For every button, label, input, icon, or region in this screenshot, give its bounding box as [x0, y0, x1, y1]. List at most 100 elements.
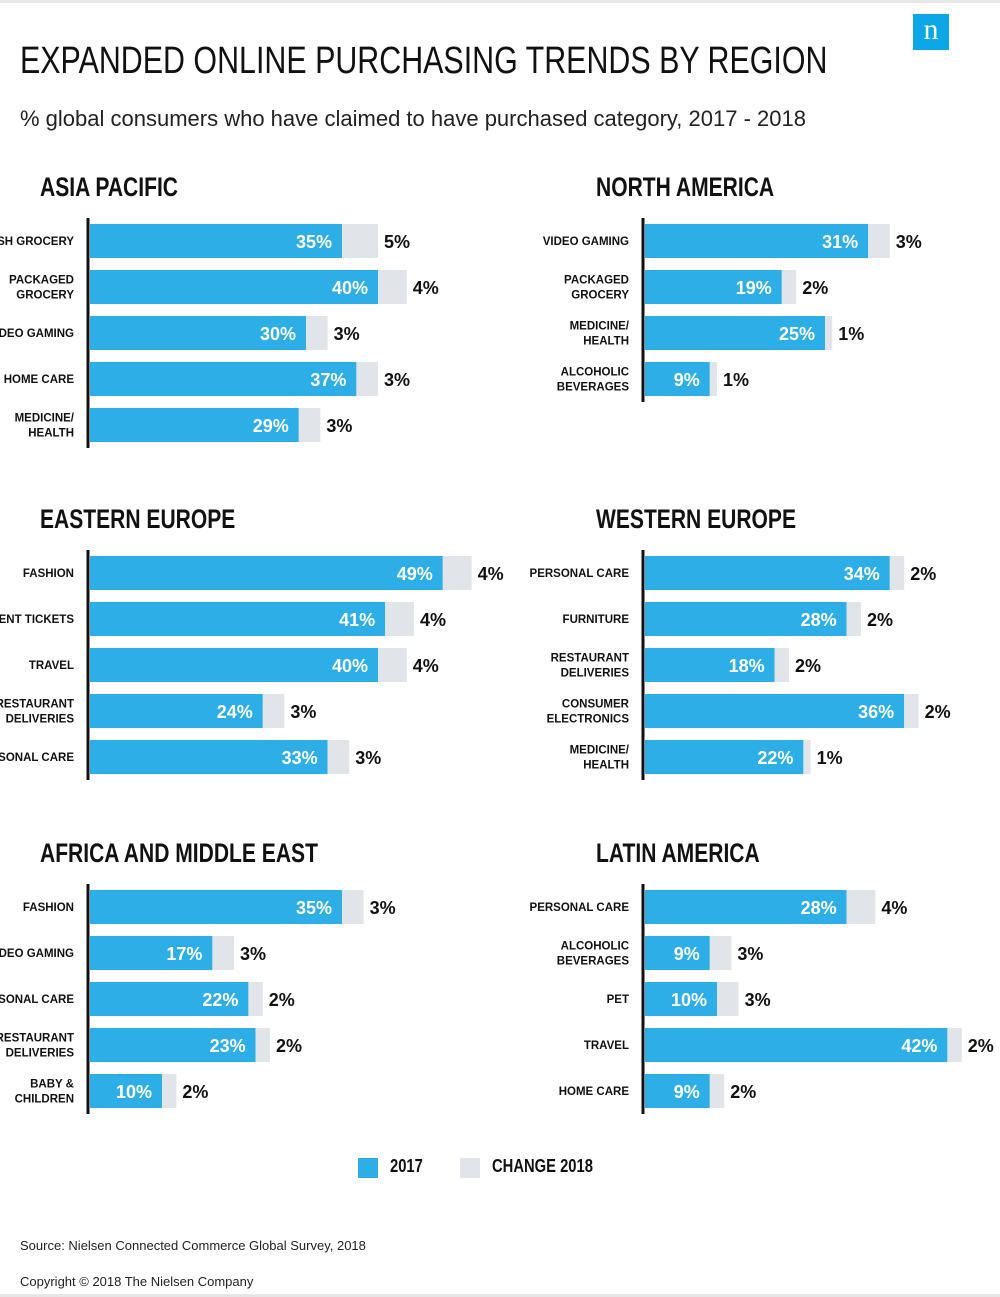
category-label: PERSONAL CARE	[0, 752, 74, 764]
value-label-2017: 10%	[671, 990, 707, 1010]
bar-2017	[645, 556, 890, 590]
bar-2017	[90, 936, 213, 970]
value-label-change-2018: 2%	[910, 564, 936, 584]
value-label-change-2018: 1%	[817, 748, 843, 768]
bar-2017	[645, 224, 869, 258]
legend-label-change-2018: CHANGE 2018	[492, 1156, 593, 1176]
bar-2017	[90, 648, 378, 682]
bar-2017	[645, 1028, 948, 1062]
bar-change-2018	[904, 694, 919, 728]
region-chart: EASTERN EUROPE 49% 4% FASHION 41% 4% EVENT TIC…	[0, 505, 504, 780]
category-label: PACKAGED GROCERY	[564, 275, 629, 302]
value-label-2017: 36%	[858, 702, 894, 722]
category-label: FURNITURE	[563, 614, 630, 626]
value-label-change-2018: 4%	[413, 278, 439, 298]
category-label: HOME CARE	[559, 1086, 630, 1098]
value-label-2017: 34%	[844, 564, 880, 584]
bar-change-2018	[212, 936, 234, 970]
value-label-2017: 25%	[779, 324, 815, 344]
value-label-change-2018: 4%	[413, 656, 439, 676]
category-label: FASHION	[23, 568, 74, 580]
category-label: EVENT TICKETS	[0, 614, 74, 626]
value-label-change-2018: 2%	[276, 1036, 302, 1056]
bar-change-2018	[709, 1074, 725, 1108]
value-label-2017: 28%	[801, 610, 837, 630]
bar-change-2018	[327, 740, 350, 774]
category-label: VIDEO GAMING	[0, 328, 74, 340]
category-label: VIDEO GAMING	[543, 236, 629, 248]
category-label: PERSONAL CARE	[0, 994, 74, 1006]
value-label-change-2018: 3%	[240, 944, 266, 964]
bar-2017	[645, 740, 804, 774]
region-chart: AFRICA AND MIDDLE EAST 35% 3% FASHION 17% 3% V…	[0, 839, 396, 1114]
bar-2017	[90, 362, 357, 396]
value-label-2017: 30%	[260, 324, 296, 344]
bar-change-2018	[378, 270, 407, 304]
value-label-2017: 40%	[332, 656, 368, 676]
region-title: EASTERN EUROPE	[40, 505, 235, 535]
bar-change-2018	[717, 982, 739, 1016]
value-label-change-2018: 2%	[182, 1082, 208, 1102]
region-title: WESTERN EUROPE	[596, 505, 796, 535]
page-title: EXPANDED ONLINE PURCHASING TRENDS BY REG…	[20, 40, 828, 82]
value-label-2017: 9%	[674, 1082, 700, 1102]
value-label-2017: 29%	[253, 416, 289, 436]
category-label: PACKAGED GROCERY	[9, 275, 74, 302]
bar-change-2018	[846, 890, 876, 924]
bottom-divider	[0, 1294, 1000, 1297]
value-label-2017: 31%	[822, 232, 858, 252]
source-note: Source: Nielsen Connected Commerce Globa…	[20, 1238, 366, 1253]
value-label-2017: 9%	[674, 944, 700, 964]
category-label: TRAVEL	[29, 660, 74, 672]
category-label: BABY & CHILDREN	[15, 1079, 74, 1106]
bar-2017	[645, 316, 825, 350]
value-label-2017: 9%	[674, 370, 700, 390]
region-chart: LATIN AMERICA 28% 4% PERSONAL CARE 9% 3% ALCOH…	[530, 839, 994, 1114]
value-label-2017: 22%	[757, 748, 793, 768]
value-label-2017: 19%	[736, 278, 772, 298]
bar-2017	[645, 362, 710, 396]
category-label: TRAVEL	[584, 1040, 629, 1052]
category-label: ALCOHOLIC BEVERAGES	[557, 367, 630, 394]
value-label-change-2018: 1%	[838, 324, 864, 344]
bar-change-2018	[868, 224, 890, 258]
region-title: LATIN AMERICA	[596, 839, 760, 869]
value-label-change-2018: 2%	[795, 656, 821, 676]
bar-change-2018	[255, 1028, 270, 1062]
category-label: RESTAURANT DELIVERIES	[0, 1033, 74, 1060]
bar-change-2018	[774, 648, 789, 682]
value-label-change-2018: 3%	[334, 324, 360, 344]
value-label-change-2018: 4%	[420, 610, 446, 630]
category-label: MEDICINE/HEALTH	[570, 745, 630, 772]
value-label-2017: 23%	[210, 1036, 246, 1056]
bar-2017	[90, 694, 263, 728]
category-label: PERSONAL CARE	[530, 902, 630, 914]
bar-change-2018	[442, 556, 472, 590]
value-label-change-2018: 3%	[384, 370, 410, 390]
region-chart: ASIA PACIFIC 35% 5% FRESH GROCERY 40% 4% PACKA…	[0, 173, 439, 448]
value-label-2017: 37%	[310, 370, 346, 390]
bar-2017	[90, 270, 378, 304]
value-label-2017: 49%	[397, 564, 433, 584]
region-title: ASIA PACIFIC	[40, 173, 178, 203]
value-label-change-2018: 2%	[802, 278, 828, 298]
value-label-change-2018: 2%	[867, 610, 893, 630]
bar-2017	[645, 602, 847, 636]
bar-2017	[90, 602, 386, 636]
bar-change-2018	[825, 316, 833, 350]
category-label: VIDEO GAMING	[0, 948, 74, 960]
value-label-change-2018: 4%	[478, 564, 504, 584]
category-label: FASHION	[23, 902, 74, 914]
region-chart: WESTERN EUROPE 34% 2% PERSONAL CARE 28% 2% FUR…	[530, 505, 951, 780]
value-label-change-2018: 3%	[737, 944, 763, 964]
bar-change-2018	[342, 890, 364, 924]
value-label-change-2018: 3%	[326, 416, 352, 436]
value-label-change-2018: 3%	[745, 990, 771, 1010]
category-label: MEDICINE/HEALTH	[15, 413, 75, 440]
value-label-change-2018: 2%	[925, 702, 951, 722]
bar-2017	[90, 408, 299, 442]
region-title: NORTH AMERICA	[596, 173, 774, 203]
bar-change-2018	[306, 316, 328, 350]
value-label-2017: 35%	[296, 898, 332, 918]
bar-2017	[90, 224, 342, 258]
